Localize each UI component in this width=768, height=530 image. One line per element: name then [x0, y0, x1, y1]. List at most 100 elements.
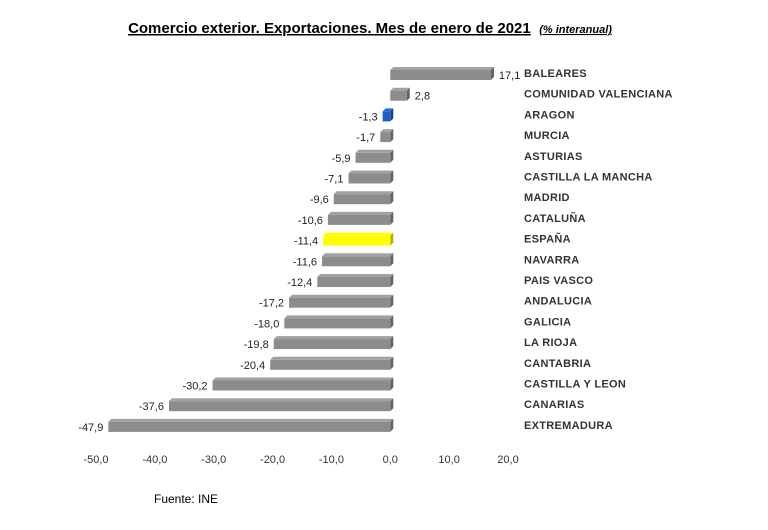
- bar-top-face: [323, 232, 394, 236]
- bar-front-face: [273, 339, 391, 350]
- bar-front-face: [323, 235, 391, 246]
- value-label-madrid: -9,6: [310, 194, 329, 206]
- bar-castilla-la-mancha: [348, 170, 394, 184]
- source-note: Fuente: INE: [154, 492, 218, 506]
- bar-side-face: [390, 377, 394, 391]
- bar-side-face: [390, 149, 394, 163]
- bar-castilla-y-leon: [212, 377, 394, 391]
- bar-side-face: [390, 274, 394, 287]
- bar-side-face: [390, 253, 394, 267]
- category-label-murcia: MURCIA: [524, 130, 570, 142]
- value-label-murcia: -1,7: [356, 132, 375, 144]
- bar-side-face: [390, 336, 394, 350]
- x-tick-label: -10,0: [319, 454, 344, 466]
- value-label-castilla-la-mancha: -7,1: [325, 174, 344, 186]
- bar-side-face: [390, 129, 394, 143]
- bar-side-face: [390, 108, 394, 122]
- bar-top-face: [382, 108, 394, 112]
- category-label-cantabria: CANTABRIA: [524, 358, 591, 370]
- value-label-cataluna: -10,6: [298, 215, 323, 227]
- bar-aragon: [382, 108, 394, 122]
- bar-baleares: [390, 67, 494, 80]
- x-axis-ticks: -50,0 -40,0 -30,0 -20,0 -10,0 0,0 10,0 20,0: [83, 454, 518, 466]
- bar-comunidad-valenciana: [390, 87, 410, 101]
- chart-title-main: Comercio exterior. Exportaciones. Mes de…: [128, 20, 531, 37]
- bar-top-face: [348, 170, 394, 174]
- bar-top-face: [212, 377, 394, 381]
- bar-top-face: [284, 315, 394, 319]
- bar-extremadura: [108, 418, 394, 432]
- bar-front-face: [382, 111, 391, 122]
- bar-side-face: [390, 418, 394, 432]
- category-label-madrid: MADRID: [524, 192, 570, 204]
- x-tick-label: -40,0: [142, 454, 167, 466]
- category-label-navarra: NAVARRA: [524, 254, 579, 266]
- category-label-baleares: BALEARES: [524, 68, 587, 80]
- bar-front-face: [317, 277, 391, 287]
- bar-canarias: [168, 398, 394, 412]
- bar-top-face: [327, 211, 394, 215]
- bar-side-face: [390, 315, 394, 329]
- value-label-canarias: -37,6: [139, 401, 164, 413]
- value-label-baleares: 17,1: [499, 70, 520, 82]
- bar-side-face: [390, 356, 394, 370]
- bar-front-face: [212, 380, 391, 391]
- bar-front-face: [168, 401, 391, 412]
- chart-title: Comercio exterior. Exportaciones. Mes de…: [128, 20, 612, 37]
- bar-top-face: [355, 149, 394, 153]
- category-label-la-rioja: LA RIOJA: [524, 337, 577, 349]
- value-label-aragon: -1,3: [359, 111, 378, 123]
- bar-top-face: [333, 191, 394, 195]
- bar-front-face: [390, 90, 407, 101]
- bar-side-face: [390, 232, 394, 246]
- value-label-la-rioja: -19,8: [244, 339, 269, 351]
- value-label-espana: -11,4: [294, 236, 318, 248]
- bar-navarra: [322, 253, 394, 267]
- bar-top-face: [273, 336, 394, 340]
- bar-andalucia: [289, 294, 394, 308]
- category-label-comunidad-valenciana: COMUNIDAD VALENCIANA: [524, 89, 673, 101]
- bar-madrid: [333, 191, 394, 205]
- bar-front-face: [289, 297, 391, 308]
- value-label-navarra: -11,6: [293, 256, 317, 268]
- bar-top-face: [380, 129, 394, 133]
- bar-side-face: [406, 87, 410, 101]
- bar-top-face: [289, 294, 394, 298]
- category-labels-group: BALEARES COMUNIDAD VALENCIANA ARAGON MURCIA…: [524, 68, 673, 432]
- bar-cataluna: [327, 211, 394, 225]
- category-label-canarias: CANARIAS: [524, 399, 584, 411]
- bar-front-face: [333, 194, 391, 205]
- category-label-asturias: ASTURIAS: [524, 151, 583, 163]
- bar-front-face: [348, 173, 391, 184]
- bar-espana: [323, 232, 394, 246]
- bar-front-face: [355, 152, 391, 163]
- x-tick-label: 20,0: [497, 454, 518, 466]
- bar-top-face: [168, 398, 394, 402]
- category-label-espana: ESPAÑA: [524, 233, 571, 246]
- bar-side-face: [490, 67, 494, 80]
- bar-front-face: [327, 214, 391, 225]
- category-label-castilla-y-leon: CASTILLA Y LEON: [524, 379, 626, 391]
- bar-side-face: [390, 294, 394, 308]
- category-label-andalucia: ANDALUCIA: [524, 296, 592, 308]
- bar-galicia: [284, 315, 394, 329]
- bar-side-face: [390, 191, 394, 205]
- bars-group: [108, 67, 494, 432]
- bar-murcia: [380, 129, 394, 143]
- bar-top-face: [390, 67, 494, 70]
- x-tick-label: 0,0: [383, 454, 398, 466]
- value-label-castilla-y-leon: -30,2: [182, 381, 207, 393]
- value-label-andalucia: -17,2: [259, 298, 284, 310]
- bar-cantabria: [270, 356, 394, 370]
- x-tick-label: -20,0: [260, 454, 285, 466]
- bar-front-face: [108, 421, 391, 432]
- bar-side-face: [390, 398, 394, 412]
- value-labels-group: 17,1 2,8 -1,3 -1,7 -5,9 -7,1 -9,6 -10,6 -11,4 -11…: [78, 70, 520, 434]
- bar-top-face: [390, 87, 410, 91]
- category-label-extremadura: EXTREMADURA: [524, 420, 613, 432]
- category-label-galicia: GALICIA: [524, 316, 571, 328]
- bar-top-face: [108, 418, 394, 422]
- bar-top-face: [270, 356, 394, 360]
- bar-pais-vasco: [317, 274, 394, 287]
